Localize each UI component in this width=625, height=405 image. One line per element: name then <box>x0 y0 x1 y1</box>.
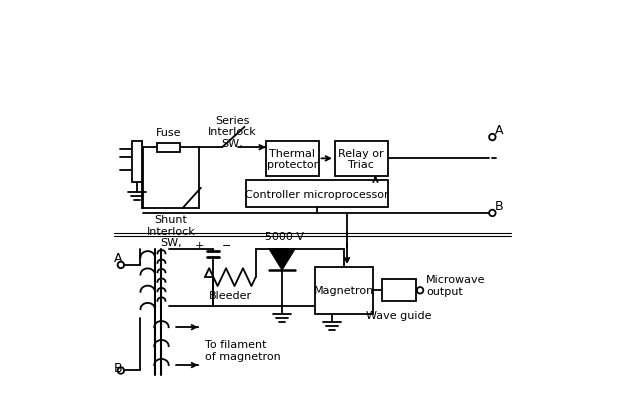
Text: B: B <box>114 361 122 374</box>
Text: Fuse: Fuse <box>156 127 181 137</box>
Text: A: A <box>495 124 504 137</box>
Text: B: B <box>495 200 504 213</box>
Text: Shunt
Interlock
SW,: Shunt Interlock SW, <box>147 215 196 248</box>
Text: Bleeder: Bleeder <box>209 290 252 301</box>
Text: To filament
of magnetron: To filament of magnetron <box>205 339 281 361</box>
Text: +: + <box>195 240 204 250</box>
Text: Controller microprocessor: Controller microprocessor <box>245 189 388 199</box>
Text: Series
Interlock
SW,: Series Interlock SW, <box>208 115 257 149</box>
Text: Thermal
protector: Thermal protector <box>267 148 318 170</box>
Bar <box>381 279 416 302</box>
Text: Wave guide: Wave guide <box>366 310 431 320</box>
Text: Magnetron: Magnetron <box>314 286 374 296</box>
Bar <box>246 181 388 207</box>
Bar <box>266 142 319 176</box>
Text: Microwave
output: Microwave output <box>426 275 486 296</box>
Bar <box>132 142 142 182</box>
Text: A: A <box>114 252 122 264</box>
Polygon shape <box>269 249 295 270</box>
Text: − 5000 V: − 5000 V <box>252 231 304 241</box>
Bar <box>335 142 388 176</box>
Bar <box>158 143 180 152</box>
Text: −: − <box>222 240 231 250</box>
Text: Relay or
Triac: Relay or Triac <box>338 148 384 170</box>
Bar <box>314 267 373 314</box>
